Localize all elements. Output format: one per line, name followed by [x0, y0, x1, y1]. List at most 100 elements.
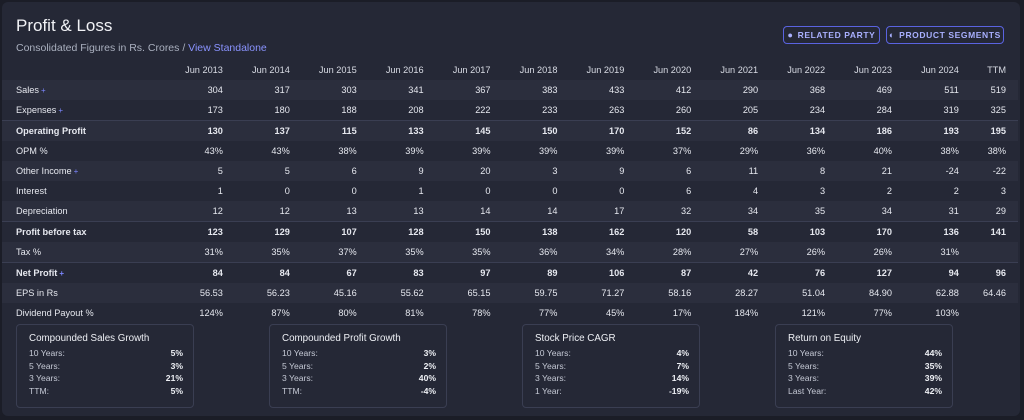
row-label-text: EPS in Rs	[16, 288, 58, 298]
table-cell: 31	[903, 201, 971, 222]
table-cell: 304	[168, 80, 235, 100]
row-label: Dividend Payout %	[2, 303, 168, 323]
view-standalone-link[interactable]: View Standalone	[188, 42, 267, 54]
table-cell: 1	[217, 186, 223, 196]
table-cell: 107	[301, 221, 369, 242]
growth-row: 10 Years: 3%	[282, 348, 436, 361]
table-cell: 51.04	[770, 283, 838, 303]
table-cell: 81%	[405, 308, 424, 318]
table-cell: 36%	[806, 146, 826, 156]
row-label-text: Interest	[16, 186, 47, 196]
table-row: Tax % 31% 35% 37% 35% 35% 36% 34% 28% 27% 26% 26% 31…	[2, 242, 1018, 263]
row-label[interactable]: Expenses +	[2, 100, 168, 121]
table-cell: 34	[837, 201, 904, 222]
product-segments-button[interactable]: ◐ PRODUCT SEGMENTS	[886, 26, 1004, 44]
profit-loss-card: Profit & Loss Consolidated Figures in Rs…	[2, 2, 1020, 416]
table-cell: 188	[341, 105, 357, 115]
table-cell: 136	[903, 221, 971, 242]
table-cell: 383	[502, 80, 570, 100]
table-cell: 62.88	[903, 283, 971, 303]
row-label: Tax %	[2, 242, 168, 263]
row-label: Interest	[2, 181, 168, 201]
table-cell: 2	[886, 186, 892, 196]
row-label[interactable]: Net Profit +	[2, 262, 168, 283]
row-label-text: Net Profit	[16, 268, 58, 278]
table-cell: 368	[770, 80, 838, 100]
table-cell: 27%	[703, 242, 771, 263]
growth-period: 3 Years:	[282, 373, 314, 383]
table-cell: 84	[234, 262, 302, 283]
table-cell: 58.16	[636, 283, 704, 303]
table-cell: 124%	[199, 308, 223, 318]
table-cell: 317	[234, 80, 302, 100]
table-row: Depreciation 12 12 13 13 14 14 17 32 34 35 34 31 29	[2, 201, 1018, 222]
table-cell: 87	[636, 262, 704, 283]
row-label-text: Dividend Payout %	[16, 308, 94, 318]
table-cell: 519	[970, 80, 1018, 100]
row-label-text: Depreciation	[16, 206, 68, 216]
table-cell: 80%	[338, 308, 357, 318]
table-cell: 138	[502, 221, 570, 242]
table-cell: 94	[903, 262, 971, 283]
row-label[interactable]: Other Income +	[2, 161, 168, 181]
table-cell: 37%	[301, 242, 369, 263]
table-cell: 162	[569, 221, 637, 242]
table-cell: 234	[809, 105, 826, 115]
growth-period: 3 Years:	[535, 373, 567, 383]
table-cell: 260	[675, 105, 692, 115]
table-cell: 14	[435, 201, 503, 222]
table-cell: 120	[636, 221, 704, 242]
expand-plus-icon[interactable]: +	[73, 167, 79, 176]
table-cell: 31%	[903, 242, 971, 263]
table-cell: 76	[770, 262, 838, 283]
table-cell: 37%	[672, 146, 692, 156]
table-row: Interest 1 0 0 1 0 0 0 6 4 3 2 2 3	[2, 181, 1018, 201]
table-cell: 28%	[636, 242, 704, 263]
expand-plus-icon[interactable]: +	[58, 106, 64, 115]
expand-plus-icon[interactable]: +	[59, 269, 65, 278]
table-cell: 13	[301, 201, 369, 222]
table-cell: 469	[837, 80, 904, 100]
table-cell: 45.16	[301, 283, 369, 303]
column-header: TTM	[987, 65, 1006, 75]
table-row: EPS in Rs 56.53 56.23 45.16 55.62 65.15 59.75 7…	[2, 283, 1018, 303]
table-cell: 123	[168, 221, 235, 242]
table-row: Net Profit +84 84 67 83 97 89 106 87 42 76 127 94 96	[2, 262, 1018, 283]
expand-plus-icon[interactable]: +	[40, 86, 46, 95]
related-party-button[interactable]: ● RELATED PARTY	[783, 26, 880, 44]
table-cell: 13	[368, 201, 436, 222]
growth-box-title: Stock Price CAGR	[535, 333, 616, 344]
table-cell: 3	[502, 161, 570, 181]
table-cell: 38%	[940, 146, 959, 156]
column-header: Jun 2017	[452, 65, 491, 75]
table-header-row: Jun 2013 Jun 2014 Jun 2015 Jun 2016 Jun 2017…	[2, 60, 1018, 80]
row-label-text: Expenses	[16, 105, 57, 115]
column-header: Jun 2014	[252, 65, 290, 75]
table-cell: 184%	[734, 308, 759, 318]
row-label[interactable]: Sales +	[2, 80, 168, 100]
table-cell: 32	[636, 201, 704, 222]
table-cell: 208	[408, 105, 424, 115]
growth-box-title: Return on Equity	[788, 333, 861, 344]
growth-value: 3%	[423, 348, 436, 358]
table-cell: 325	[990, 105, 1006, 115]
growth-period: 3 Years:	[29, 373, 61, 383]
table-cell: 180	[274, 105, 290, 115]
growth-period: TTM:	[29, 385, 50, 396]
table-cell: 14	[502, 201, 570, 222]
column-header: Jun 2023	[854, 65, 892, 75]
row-label-text: Operating Profit	[16, 126, 86, 136]
table-cell: 45%	[605, 308, 625, 318]
table-cell: 0	[351, 186, 357, 196]
growth-value: 5%	[170, 348, 183, 358]
growth-row: 3 Years: 40%	[282, 373, 436, 386]
table-cell: 43%	[204, 146, 223, 156]
row-label: OPM %	[2, 141, 168, 161]
growth-row: 5 Years: 35%	[788, 361, 942, 374]
table-row: Operating Profit 130 137 115 133 145 150 170 152…	[2, 120, 1018, 141]
growth-row: 5 Years: 2%	[282, 361, 436, 374]
table-cell: 35%	[435, 242, 503, 263]
table-cell: 129	[234, 221, 302, 242]
growth-row: 3 Years: 14%	[535, 373, 689, 386]
table-cell: 17	[569, 201, 637, 222]
